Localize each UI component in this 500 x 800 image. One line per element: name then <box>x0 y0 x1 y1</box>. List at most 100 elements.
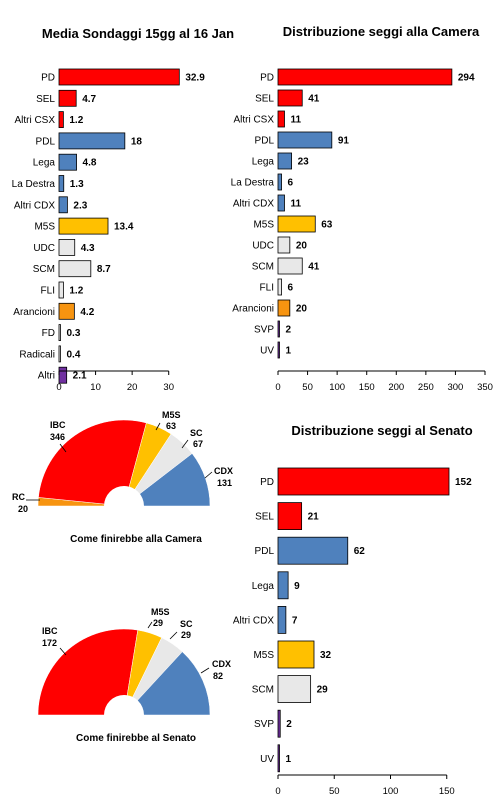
senato-pie-leader-line <box>200 667 210 674</box>
polls-category-label: Lega <box>33 158 56 169</box>
polls-bar-pdl <box>58 132 126 150</box>
polls-category-label: Altri CSX <box>14 115 55 126</box>
camera-pie-slice-ibc <box>38 419 147 507</box>
camera-value-label: 2 <box>286 325 292 336</box>
polls-bar-m5s <box>58 217 109 235</box>
polls-bar-pd <box>58 68 180 86</box>
senato-pie-slice-value: 29 <box>181 630 191 640</box>
camera-category-label: UV <box>260 346 274 357</box>
camera-chart: Distribuzione seggi alla Camera PD 294 SEL 4… <box>231 24 493 393</box>
senato-pie-leader-line <box>59 647 67 656</box>
camera-pie-title: Come finirebbe alla Camera <box>70 534 202 545</box>
camera-pie-slice-name: CDX <box>214 466 233 476</box>
camera-pie-hub <box>104 486 144 506</box>
polls-value-label: 0.4 <box>67 349 81 360</box>
polls-bar-fd <box>58 324 61 342</box>
camera-pie-slice-value: 63 <box>166 421 176 431</box>
polls-value-label: 8.7 <box>97 264 111 275</box>
camera-category-label: La Destra <box>231 178 275 189</box>
camera-value-label: 11 <box>291 115 302 126</box>
senato-pie-leader-line <box>169 631 178 640</box>
polls-bar-altri-cdx <box>58 196 68 214</box>
polls-x-tick-label: 30 <box>163 382 174 393</box>
polls-category-label: M5S <box>34 222 55 233</box>
polls-title: Media Sondaggi 15gg al 16 Jan <box>42 26 234 41</box>
camera-category-label: Arancioni <box>232 304 274 315</box>
camera-bar-udc <box>277 236 291 254</box>
senato-category-label: Lega <box>252 581 275 592</box>
camera-category-label: SCM <box>252 262 274 273</box>
camera-category-label: PDL <box>255 136 275 147</box>
polls-value-label: 4.3 <box>81 243 95 254</box>
polls-value-label: 4.7 <box>82 94 96 105</box>
camera-bar-altri-csx <box>277 110 285 128</box>
camera-value-label: 23 <box>298 157 310 168</box>
senato-x-tick-label: 100 <box>383 786 399 797</box>
senato-x-tick-label: 150 <box>439 786 455 797</box>
senato-pie-slice-name: IBC <box>42 626 58 636</box>
camera-category-label: Altri CSX <box>233 115 274 126</box>
senato-category-label: UV <box>260 754 274 765</box>
polls-chart: Media Sondaggi 15gg al 16 Jan PD 32.9 SEL 4.… <box>12 26 234 393</box>
camera-x-tick-label: 350 <box>477 382 493 393</box>
camera-pie-slice-value: 20 <box>18 504 28 514</box>
camera-category-label: M5S <box>253 220 274 231</box>
polls-value-label: 32.9 <box>185 73 205 84</box>
senato-x-tick-label: 0 <box>275 786 280 797</box>
camera-pie-slice-value: 346 <box>50 432 65 442</box>
senato-bar-altri-cdx <box>277 606 287 634</box>
senato-pie-slice-value: 172 <box>42 638 57 648</box>
polls-bar-radicali <box>58 345 61 363</box>
camera-title: Distribuzione seggi alla Camera <box>283 24 480 39</box>
camera-x-tick-label: 200 <box>388 382 404 393</box>
polls-value-label: 2.1 <box>73 371 87 382</box>
camera-category-label: SVP <box>254 325 274 336</box>
polls-bar-altri-csx <box>58 111 64 128</box>
senato-value-label: 32 <box>320 650 332 661</box>
senato-x-tick-label: 50 <box>329 786 340 797</box>
camera-x-tick-label: 50 <box>302 382 313 393</box>
polls-value-label: 4.8 <box>83 158 97 169</box>
camera-bar-la-destra <box>277 173 282 191</box>
camera-bar-pd <box>277 68 453 86</box>
camera-category-label: PD <box>260 73 274 84</box>
camera-pie-slice-name: SC <box>190 428 203 438</box>
senato-bar-m5s <box>277 640 315 669</box>
camera-category-label: Lega <box>252 157 275 168</box>
camera-value-label: 294 <box>458 73 475 84</box>
polls-bar-arancioni <box>58 302 75 320</box>
senato-title: Distribuzione seggi al Senato <box>291 423 472 438</box>
camera-value-label: 63 <box>321 220 333 231</box>
camera-category-label: FLI <box>260 283 274 294</box>
polls-bar-scm <box>58 260 92 278</box>
camera-value-label: 20 <box>296 304 308 315</box>
camera-x-tick-label: 100 <box>329 382 345 393</box>
senato-bar-scm <box>277 675 312 703</box>
camera-x-tick-label: 150 <box>359 382 375 393</box>
polls-category-label: Altri CDX <box>14 200 55 211</box>
polls-category-label: PDL <box>36 136 56 147</box>
senato-value-label: 29 <box>317 685 329 696</box>
senato-category-label: PD <box>260 477 274 488</box>
camera-bar-arancioni <box>277 299 291 317</box>
senato-value-label: 7 <box>292 615 298 626</box>
camera-bar-pdl <box>277 131 333 149</box>
camera-pie-slice-value: 67 <box>193 439 203 449</box>
camera-category-label: SEL <box>255 94 274 105</box>
camera-bar-m5s <box>277 215 316 233</box>
senato-pie-slice-value: 82 <box>213 671 223 681</box>
camera-pie-leader-line <box>204 471 213 479</box>
polls-x-tick-label: 0 <box>56 382 61 393</box>
polls-bar-fli <box>58 281 64 299</box>
senato-category-label: SEL <box>255 512 274 523</box>
polls-value-label: 0.3 <box>67 328 81 339</box>
polls-category-label: FD <box>42 328 55 339</box>
camera-bar-altri-cdx <box>277 194 285 212</box>
senato-value-label: 9 <box>294 581 300 592</box>
senato-bar-svp <box>277 709 281 738</box>
camera-value-label: 6 <box>288 178 294 189</box>
camera-value-label: 6 <box>288 283 294 294</box>
camera-pie-leader-line <box>155 422 161 431</box>
